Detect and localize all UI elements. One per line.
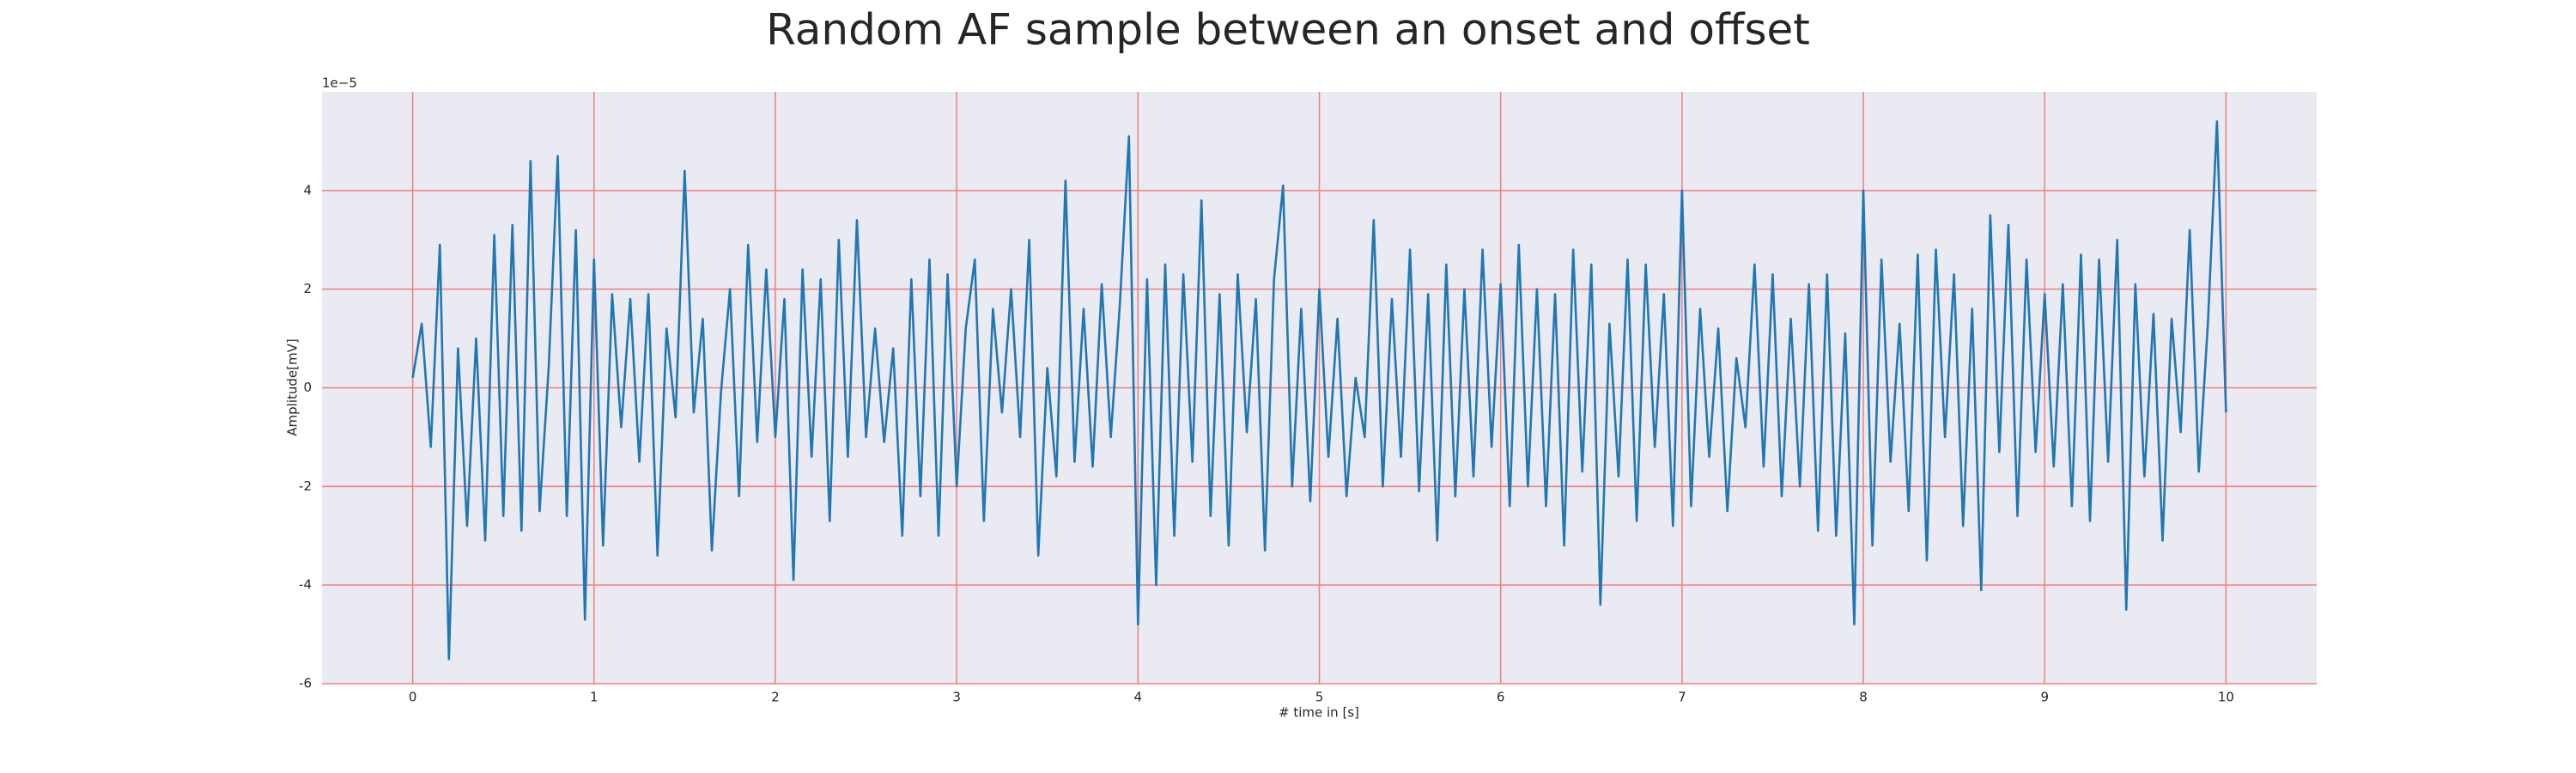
x-tick-label: 6 bbox=[1497, 690, 1505, 705]
chart-title: Random AF sample between an onset and of… bbox=[766, 5, 1810, 55]
x-tick-label: 5 bbox=[1315, 690, 1324, 705]
x-tick-label: 0 bbox=[409, 690, 417, 705]
y-axis-label: Amplitude[mV] bbox=[285, 338, 301, 435]
y-tick-label: 4 bbox=[303, 182, 312, 198]
y-tick-label: 0 bbox=[303, 380, 312, 395]
x-tick-label: 9 bbox=[2040, 690, 2049, 705]
x-tick-label: 3 bbox=[952, 690, 961, 705]
y-offset-label: 1e−5 bbox=[322, 76, 357, 91]
y-tick-label: -2 bbox=[299, 478, 312, 494]
x-tick-label: 4 bbox=[1134, 690, 1143, 705]
signal-line bbox=[411, 120, 2227, 660]
y-tick-label: -4 bbox=[299, 577, 312, 593]
y-tick-label: -6 bbox=[299, 676, 312, 691]
y-tick-label: 2 bbox=[303, 281, 312, 296]
x-tick-label: 2 bbox=[771, 690, 780, 705]
x-tick-label: 8 bbox=[1859, 690, 1868, 705]
x-axis-label: # time in [s] bbox=[1279, 705, 1359, 721]
x-tick-label: 10 bbox=[2218, 690, 2234, 705]
x-tick-label: 1 bbox=[590, 690, 598, 705]
x-tick-label: 7 bbox=[1678, 690, 1686, 705]
